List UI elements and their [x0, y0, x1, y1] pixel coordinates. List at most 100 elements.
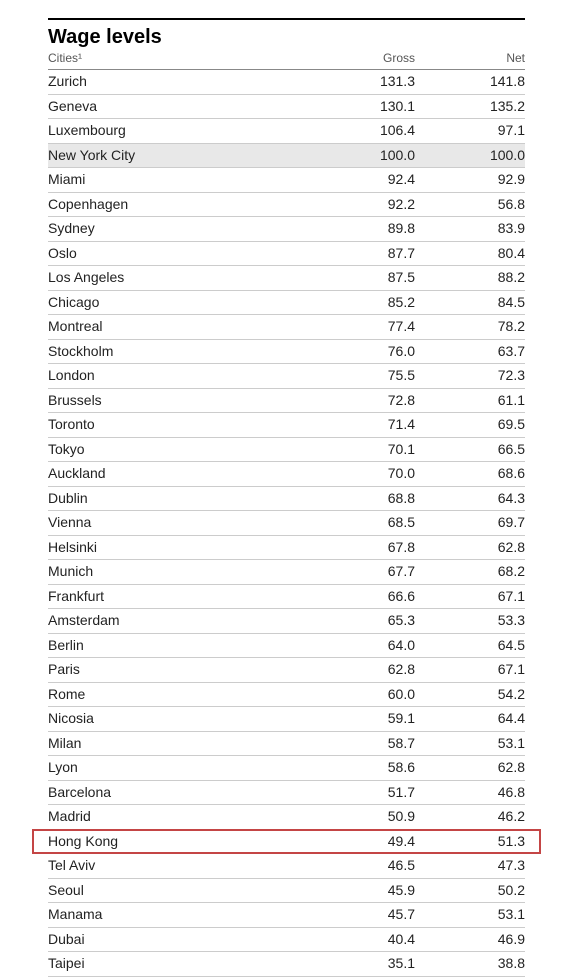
- table-row: Miami92.492.9: [48, 168, 525, 193]
- cell-gross: 50.9: [305, 808, 415, 826]
- cell-gross: 46.5: [305, 857, 415, 875]
- table-row: Dublin68.864.3: [48, 487, 525, 512]
- cell-city: Barcelona: [48, 784, 305, 802]
- cell-city: Vienna: [48, 514, 305, 532]
- table-row: New York City100.0100.0: [48, 144, 525, 169]
- cell-gross: 40.4: [305, 931, 415, 949]
- cell-net: 88.2: [415, 269, 525, 287]
- table-row: Manama45.753.1: [48, 903, 525, 928]
- cell-city: Dublin: [48, 490, 305, 508]
- cell-net: 61.1: [415, 392, 525, 410]
- cell-gross: 68.5: [305, 514, 415, 532]
- table-row: Taipei35.138.8: [48, 952, 525, 977]
- cell-net: 53.1: [415, 906, 525, 924]
- cell-net: 62.8: [415, 539, 525, 557]
- header-net: Net: [415, 51, 525, 65]
- header-city: Cities¹: [48, 51, 305, 65]
- table-row: Paris62.867.1: [48, 658, 525, 683]
- table-row: Montreal77.478.2: [48, 315, 525, 340]
- cell-net: 54.2: [415, 686, 525, 704]
- cell-net: 68.2: [415, 563, 525, 581]
- cell-city: Stockholm: [48, 343, 305, 361]
- cell-gross: 70.0: [305, 465, 415, 483]
- cell-net: 68.6: [415, 465, 525, 483]
- cell-city: Chicago: [48, 294, 305, 312]
- cell-gross: 68.8: [305, 490, 415, 508]
- cell-net: 67.1: [415, 661, 525, 679]
- cell-city: Taipei: [48, 955, 305, 973]
- cell-gross: 45.7: [305, 906, 415, 924]
- cell-net: 47.3: [415, 857, 525, 875]
- table-row: Seoul45.950.2: [48, 879, 525, 904]
- cell-city: Seoul: [48, 882, 305, 900]
- cell-city: Madrid: [48, 808, 305, 826]
- cell-gross: 131.3: [305, 73, 415, 91]
- cell-city: Geneva: [48, 98, 305, 116]
- cell-net: 56.8: [415, 196, 525, 214]
- cell-gross: 85.2: [305, 294, 415, 312]
- cell-gross: 100.0: [305, 147, 415, 165]
- cell-net: 69.5: [415, 416, 525, 434]
- cell-gross: 35.1: [305, 955, 415, 973]
- cell-gross: 59.1: [305, 710, 415, 728]
- cell-gross: 72.8: [305, 392, 415, 410]
- table-row: Brussels72.861.1: [48, 389, 525, 414]
- cell-gross: 58.6: [305, 759, 415, 777]
- table-row: Auckland70.068.6: [48, 462, 525, 487]
- table-row: Madrid50.946.2: [48, 805, 525, 830]
- cell-net: 80.4: [415, 245, 525, 263]
- cell-net: 84.5: [415, 294, 525, 312]
- table-row: Copenhagen92.256.8: [48, 193, 525, 218]
- cell-gross: 76.0: [305, 343, 415, 361]
- table-row: Stockholm76.063.7: [48, 340, 525, 365]
- cell-gross: 106.4: [305, 122, 415, 140]
- table-row: Tokyo70.166.5: [48, 438, 525, 463]
- table-row: London75.572.3: [48, 364, 525, 389]
- table-row: Helsinki67.862.8: [48, 536, 525, 561]
- cell-gross: 45.9: [305, 882, 415, 900]
- table-row: Dubai40.446.9: [48, 928, 525, 953]
- cell-net: 72.3: [415, 367, 525, 385]
- table-row: Tel Aviv46.547.3: [48, 854, 525, 879]
- cell-gross: 75.5: [305, 367, 415, 385]
- header-gross: Gross: [305, 51, 415, 65]
- cell-net: 83.9: [415, 220, 525, 238]
- table-row: Luxembourg106.497.1: [48, 119, 525, 144]
- cell-net: 66.5: [415, 441, 525, 459]
- cell-city: Munich: [48, 563, 305, 581]
- cell-net: 46.8: [415, 784, 525, 802]
- cell-city: Manama: [48, 906, 305, 924]
- table-row: Munich67.768.2: [48, 560, 525, 585]
- table-row: Oslo87.780.4: [48, 242, 525, 267]
- table-row: Rome60.054.2: [48, 683, 525, 708]
- cell-gross: 92.2: [305, 196, 415, 214]
- cell-gross: 77.4: [305, 318, 415, 336]
- cell-gross: 62.8: [305, 661, 415, 679]
- cell-city: Miami: [48, 171, 305, 189]
- table-row: Zurich131.3141.8: [48, 70, 525, 95]
- cell-city: Berlin: [48, 637, 305, 655]
- table-header-row: Cities¹ Gross Net: [48, 51, 525, 70]
- cell-city: Tokyo: [48, 441, 305, 459]
- cell-gross: 71.4: [305, 416, 415, 434]
- cell-gross: 70.1: [305, 441, 415, 459]
- cell-net: 53.3: [415, 612, 525, 630]
- table-row: Berlin64.064.5: [48, 634, 525, 659]
- wage-levels-table: Wage levels Cities¹ Gross Net Zurich131.…: [48, 18, 525, 977]
- cell-net: 38.8: [415, 955, 525, 973]
- cell-gross: 65.3: [305, 612, 415, 630]
- cell-gross: 87.7: [305, 245, 415, 263]
- cell-city: Nicosia: [48, 710, 305, 728]
- cell-net: 50.2: [415, 882, 525, 900]
- cell-city: Copenhagen: [48, 196, 305, 214]
- table-row: Geneva130.1135.2: [48, 95, 525, 120]
- table-row: Vienna68.569.7: [48, 511, 525, 536]
- cell-city: Luxembourg: [48, 122, 305, 140]
- cell-net: 135.2: [415, 98, 525, 116]
- cell-city: Toronto: [48, 416, 305, 434]
- table-row: Los Angeles87.588.2: [48, 266, 525, 291]
- cell-gross: 60.0: [305, 686, 415, 704]
- cell-gross: 51.7: [305, 784, 415, 802]
- cell-gross: 49.4: [305, 833, 415, 851]
- cell-gross: 67.7: [305, 563, 415, 581]
